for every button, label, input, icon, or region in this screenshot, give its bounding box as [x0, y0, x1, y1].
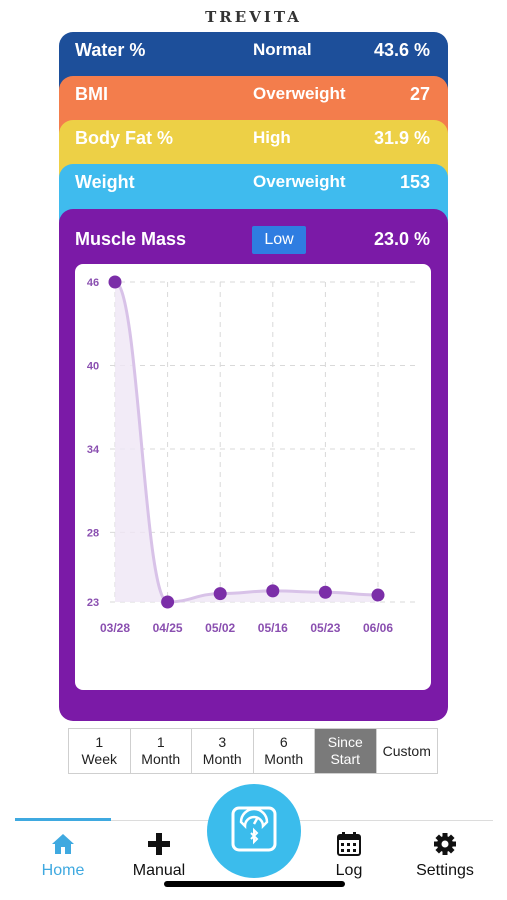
range-option-5[interactable]: Custom	[377, 729, 438, 773]
scale-button[interactable]	[207, 784, 301, 878]
bmi-value: 27	[409, 84, 430, 104]
gear-icon	[433, 830, 457, 858]
x-tick-label: 05/16	[258, 621, 288, 635]
muscle-mass-card[interactable]: Muscle Mass Low 23.0 % 23 28 34 40 46 03/28 04…	[59, 209, 448, 721]
y-tick-label: 34	[87, 444, 100, 456]
range-option-2[interactable]: 3 Month	[192, 729, 254, 773]
x-tick-label: 03/28	[100, 621, 130, 635]
plus-icon	[148, 830, 170, 858]
tab-log-label: Log	[335, 862, 363, 879]
chart-svg: 23 28 34 40 46 03/28 04/25 05/02 05/16 05/23 06/06	[87, 275, 415, 635]
x-tick-label: 04/25	[153, 621, 183, 635]
range-option-line1: 6	[279, 734, 288, 750]
water-status: Normal	[253, 40, 312, 59]
x-tick-label: 05/02	[205, 621, 235, 635]
range-option-0[interactable]: 1 Week	[69, 729, 131, 773]
time-range-selector: 1 Week 1 Month 3 Month 6 Month Since Start Custom	[68, 728, 438, 774]
muscle-mass-value: 23.0 %	[373, 229, 430, 249]
tab-settings-label: Settings	[416, 862, 474, 879]
tab-bar: Home Manual Log	[15, 818, 493, 900]
y-tick-label: 23	[87, 597, 99, 609]
tab-manual[interactable]: Manual	[111, 830, 207, 880]
x-tick-label: 05/23	[310, 621, 340, 635]
home-icon	[51, 830, 75, 858]
home-indicator	[164, 881, 345, 887]
data-point	[161, 595, 175, 609]
y-tick-label: 40	[87, 360, 99, 372]
water-value: 43.6 %	[373, 40, 430, 60]
data-point	[318, 585, 332, 599]
range-option-line1: 1	[156, 734, 165, 750]
app-logo: TREVITA	[205, 8, 302, 26]
weight-status: Overweight	[253, 172, 346, 191]
range-option-line2: Week	[81, 751, 118, 767]
range-option-line2: Month	[264, 751, 304, 767]
y-tick-label: 46	[87, 277, 99, 289]
range-option-line1: Since	[327, 734, 363, 750]
active-tab-indicator	[15, 818, 111, 821]
muscle-mass-chart: 23 28 34 40 46 03/28 04/25 05/02 05/16 05/23 06/06	[75, 264, 431, 690]
body-fat-label: Body Fat %	[75, 128, 174, 148]
range-option-line1: 3	[218, 734, 227, 750]
series-line	[114, 280, 379, 604]
data-point	[371, 588, 385, 602]
weight-value: 153	[399, 172, 430, 192]
tab-settings[interactable]: Settings	[397, 830, 493, 880]
range-option-line2: Month	[202, 751, 242, 767]
bmi-status: Overweight	[253, 84, 346, 103]
range-option-line2: Month	[141, 751, 181, 767]
range-option-3[interactable]: 6 Month	[254, 729, 315, 773]
body-fat-status: High	[253, 128, 291, 147]
y-tick-label: 28	[87, 527, 99, 539]
muscle-mass-status-badge: Low	[252, 226, 306, 254]
tab-manual-label: Manual	[132, 862, 186, 879]
data-point	[108, 275, 122, 289]
muscle-mass-label: Muscle Mass	[75, 229, 187, 249]
data-point	[213, 587, 227, 601]
bmi-label: BMI	[75, 84, 108, 104]
range-option-4[interactable]: Since Start	[315, 729, 377, 773]
range-option-line2: Start	[330, 751, 361, 767]
weight-label: Weight	[75, 172, 135, 192]
x-tick-label: 06/06	[363, 621, 393, 635]
series-area	[115, 282, 378, 602]
tab-log[interactable]: Log	[301, 830, 397, 880]
range-option-line1: Custom	[382, 742, 431, 759]
tab-home[interactable]: Home	[15, 830, 111, 880]
range-option-1[interactable]: 1 Month	[131, 729, 192, 773]
data-point	[266, 584, 280, 598]
tab-home-label: Home	[41, 862, 85, 879]
scale-icon	[230, 805, 278, 858]
calendar-icon	[337, 830, 361, 858]
range-option-line1: 1	[95, 734, 104, 750]
water-label: Water %	[75, 40, 146, 60]
body-fat-value: 31.9 %	[373, 128, 430, 148]
